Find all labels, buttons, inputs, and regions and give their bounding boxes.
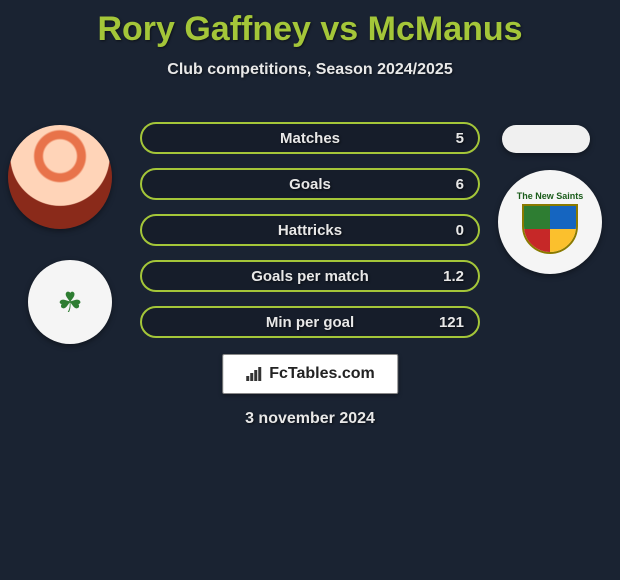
stat-value-right: 121 bbox=[439, 314, 464, 331]
stat-row-matches: Matches 5 bbox=[140, 122, 480, 154]
page-title: Rory Gaffney vs McManus bbox=[0, 0, 620, 49]
stat-label: Matches bbox=[280, 130, 340, 147]
date-label: 3 november 2024 bbox=[245, 410, 375, 428]
brand-text: FcTables.com bbox=[269, 365, 375, 383]
stat-label: Hattricks bbox=[278, 222, 342, 239]
stat-value-right: 5 bbox=[456, 130, 464, 147]
stat-row-goals: Goals 6 bbox=[140, 168, 480, 200]
stat-value-right: 0 bbox=[456, 222, 464, 239]
stat-label: Goals bbox=[289, 176, 331, 193]
stat-row-min-per-goal: Min per goal 121 bbox=[140, 306, 480, 338]
subtitle: Club competitions, Season 2024/2025 bbox=[0, 61, 620, 79]
stat-row-goals-per-match: Goals per match 1.2 bbox=[140, 260, 480, 292]
club-crest-right: The New Saints bbox=[498, 170, 602, 274]
stat-label: Min per goal bbox=[266, 314, 354, 331]
stat-value-right: 1.2 bbox=[443, 268, 464, 285]
club-crest-left bbox=[28, 260, 112, 344]
stat-row-hattricks: Hattricks 0 bbox=[140, 214, 480, 246]
player-left-avatar bbox=[8, 125, 112, 229]
branding-box: FcTables.com bbox=[222, 354, 398, 394]
player-right-avatar bbox=[502, 125, 590, 153]
stats-container: Matches 5 Goals 6 Hattricks 0 Goals per … bbox=[140, 122, 480, 352]
crest-right-shield bbox=[522, 204, 578, 254]
chart-icon bbox=[245, 366, 263, 382]
stat-label: Goals per match bbox=[251, 268, 369, 285]
crest-right-label: The New Saints bbox=[517, 191, 584, 201]
stat-value-right: 6 bbox=[456, 176, 464, 193]
